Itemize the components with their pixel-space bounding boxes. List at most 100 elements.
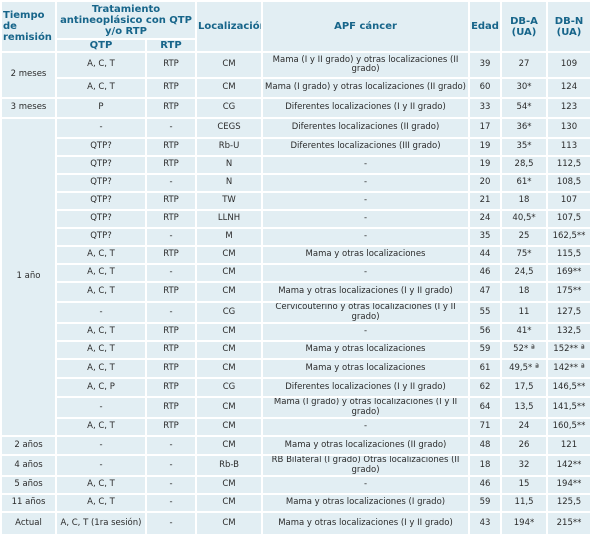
cell-qtp: A, C, T [57,53,145,77]
cell-edad: 60 [470,79,501,97]
cell-loc: CM [197,419,262,435]
cell-rtp: RTP [147,53,196,77]
cell-qtp: - [57,303,145,322]
cell-edad: 44 [470,247,501,263]
cell-dba: 49,5* ª [502,360,547,377]
cell-apf: RB Bilateral (I grado) Otras localizacio… [263,456,469,475]
cell-dbn: 123 [548,99,590,117]
cell-qtp: A, C, T [57,495,145,511]
cell-qtp: A, C, T [57,477,145,493]
cell-qtp: - [57,456,145,475]
table-row: QTP? RTP LLNH -24 40,5* 107,5 [2,211,590,227]
cell-dbn: 141,5** [548,398,590,417]
cell-loc: CG [197,303,262,322]
cell-rtp: RTP [147,211,196,227]
table-row: A, C, T - CM -46 24,5 169** [2,265,590,281]
header-edad: Edad [470,2,501,51]
cell-loc: LLNH [197,211,262,227]
cell-edad: 39 [470,53,501,77]
cell-dbn: 109 [548,53,590,77]
cell-dbn: 115,5 [548,247,590,263]
cell-apf: - [263,193,469,209]
cell-apf: Mama y otras localizaciones [263,342,469,358]
header-apf: APF cáncer [263,2,469,51]
cell-dba: 15 [502,477,547,493]
cell-apf: Mama y otras localizaciones (I grado) [263,495,469,511]
cell-dba: 27 [502,53,547,77]
cell-rtp: - [147,495,196,511]
cell-rtp: RTP [147,360,196,377]
table-row: - - CG Cervicouterino y otras localizacione… [2,303,590,322]
cell-edad: 24 [470,211,501,227]
cell-loc: CM [197,283,262,301]
cell-dbn: 215** [548,513,590,534]
cell-qtp: P [57,99,145,117]
cell-loc: CG [197,379,262,396]
cell-qtp: A, C, T [57,247,145,263]
cell-edad: 56 [470,324,501,340]
cell-dbn: 113 [548,139,590,155]
table-row: 11 años A, C, T - CM Mama y otras localizaci… [2,495,590,511]
cell-qtp: A, C, T (1ra sesión) [57,513,145,534]
cell-rtp: RTP [147,342,196,358]
cell-qtp: A, C, T [57,342,145,358]
cell-rtp: - [147,513,196,534]
cell-edad: 59 [470,495,501,511]
table-row: A, C, T RTP CM -71 24 160,5** [2,419,590,435]
cell-loc: CM [197,79,262,97]
cell-apf: Mama y otras localizaciones [263,247,469,263]
cell-qtp: QTP? [57,157,145,173]
cell-apf: - [263,211,469,227]
cell-rtp: - [147,265,196,281]
cell-dba: 26 [502,437,547,454]
cell-edad: 19 [470,157,501,173]
table-row: QTP? - M -35 25 162,5** [2,229,590,245]
cell-edad: 18 [470,456,501,475]
table-row: QTP? RTP N -19 28,5 112,5 [2,157,590,173]
cell-dba: 13,5 [502,398,547,417]
cell-tiempo: 11 años [2,495,55,511]
table-row: A, C, T RTP CM Mama y otras localizaciones 6… [2,360,590,377]
cell-rtp: RTP [147,283,196,301]
table-row: QTP? RTP Rb-U Diferentes localizaciones (II… [2,139,590,155]
cell-dba: 11,5 [502,495,547,511]
table-row: A, C, P RTP CG Diferentes localizaciones (I… [2,379,590,396]
cell-dbn: 112,5 [548,157,590,173]
cell-dba: 36* [502,119,547,137]
table-row: A, C, T RTP CM Mama (I grado) y otras local… [2,79,590,97]
cell-dba: 25 [502,229,547,245]
cell-dbn: 160,5** [548,419,590,435]
cell-rtp: RTP [147,139,196,155]
cell-edad: 59 [470,342,501,358]
cell-edad: 55 [470,303,501,322]
cell-loc: CM [197,513,262,534]
cell-rtp: - [147,303,196,322]
header-localizacion: Localización [197,2,262,51]
table-row: A, C, T RTP CM Mama y otras localizaciones 5… [2,342,590,358]
cell-dba: 28,5 [502,157,547,173]
cell-dbn: 142** ª [548,360,590,377]
cell-dba: 18 [502,193,547,209]
cell-qtp: A, C, T [57,360,145,377]
cell-edad: 21 [470,193,501,209]
cell-dba: 61* [502,175,547,191]
cell-qtp: - [57,119,145,137]
cell-dba: 41* [502,324,547,340]
table-row: QTP? - N -20 61* 108,5 [2,175,590,191]
cell-apf: Mama y otras localizaciones (II grado) [263,437,469,454]
cell-edad: 19 [470,139,501,155]
cell-rtp: - [147,229,196,245]
header-tratamiento: Tratamiento antineoplásico con QTP y/o R… [57,2,196,38]
cell-qtp: QTP? [57,139,145,155]
header-dbn: DB-N (UA) [548,2,590,51]
cell-tiempo: 5 años [2,477,55,493]
table-row: 2 años - - CM Mama y otras localizaciones (I… [2,437,590,454]
cell-dbn: 124 [548,79,590,97]
cell-apf: Mama y otras localizaciones [263,360,469,377]
cell-qtp: - [57,437,145,454]
cell-tiempo: 4 años [2,456,55,475]
cell-loc: CM [197,477,262,493]
cell-apf: Mama y otras localizaciones (I y II grad… [263,513,469,534]
cell-dba: 194* [502,513,547,534]
